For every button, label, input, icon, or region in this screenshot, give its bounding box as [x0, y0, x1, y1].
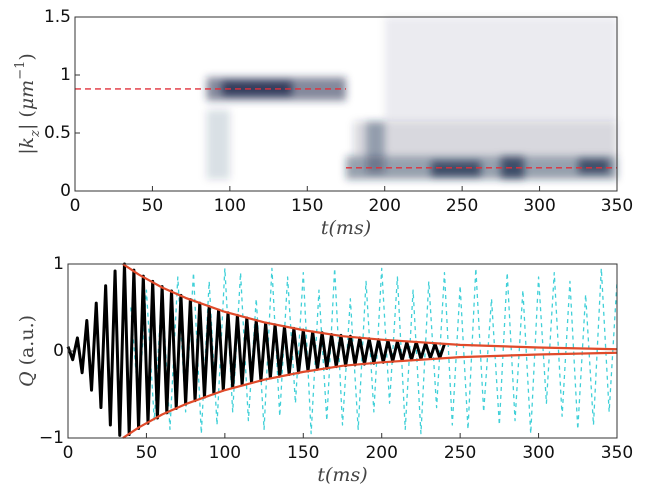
series-line [66, 262, 446, 437]
x-axis-label-part: t(ms) [317, 464, 367, 486]
x-tick-label: 50 [142, 196, 164, 216]
y-axis-label-part: (a.u.) [16, 315, 38, 372]
y-tick-label: 1 [60, 65, 71, 85]
x-tick-label: 50 [136, 443, 158, 463]
plot-area [66, 262, 618, 439]
heat-cell [500, 156, 525, 180]
x-tick-label: 350 [601, 196, 633, 216]
x-tick-label: 100 [209, 443, 241, 463]
y-axis-label-part: −1 [13, 61, 28, 80]
x-axis-label: t(ms) [317, 464, 367, 486]
y-axis-label-part: μm [16, 80, 38, 110]
series-line [130, 267, 618, 435]
y-tick-label: 0.5 [44, 123, 71, 143]
y-axis-label-part: Q [16, 371, 38, 387]
heat-cell [353, 121, 617, 157]
y-tick-label: −1 [39, 428, 64, 448]
x-tick-label: 300 [522, 443, 554, 463]
y-tick-label: 1 [53, 254, 64, 274]
x-tick-label: 150 [287, 443, 319, 463]
heat-cell [384, 17, 617, 122]
plot-area [75, 17, 617, 180]
x-tick-label: 350 [601, 443, 633, 463]
y-axis-label-part: | ( [16, 110, 38, 130]
axes-frame [74, 16, 618, 192]
series-line [122, 351, 618, 439]
x-tick-label: 250 [446, 196, 478, 216]
x-tick-label: 0 [63, 443, 74, 463]
heatmap [206, 17, 617, 180]
x-tick-label: 100 [214, 196, 246, 216]
x-axis-label: t(ms) [321, 217, 371, 239]
x-tick-label: 0 [70, 196, 81, 216]
heat-cell [578, 158, 610, 174]
y-axis-label: Q (a.u.) [16, 315, 38, 387]
y-tick-label: 1.5 [44, 7, 71, 27]
y-tick-label: 0 [60, 181, 71, 201]
series-line [122, 263, 618, 351]
x-tick-label: 200 [365, 443, 397, 463]
x-tick-label: 200 [368, 196, 400, 216]
y-axis-label-part: ) [16, 53, 38, 60]
y-axis-label-part: z [28, 130, 43, 138]
y-tick-label: 0 [53, 341, 64, 361]
x-axis-label-part: t(ms) [321, 217, 371, 239]
x-tick-label: 150 [291, 196, 323, 216]
y-axis-label-part: |k [16, 137, 38, 155]
x-tick-label: 250 [444, 443, 476, 463]
heat-cell [366, 121, 385, 174]
y-axis-label: |kz| (μm−1) [13, 53, 43, 155]
x-tick-label: 300 [523, 196, 555, 216]
heat-cell [431, 160, 481, 178]
heat-cell [206, 109, 230, 180]
